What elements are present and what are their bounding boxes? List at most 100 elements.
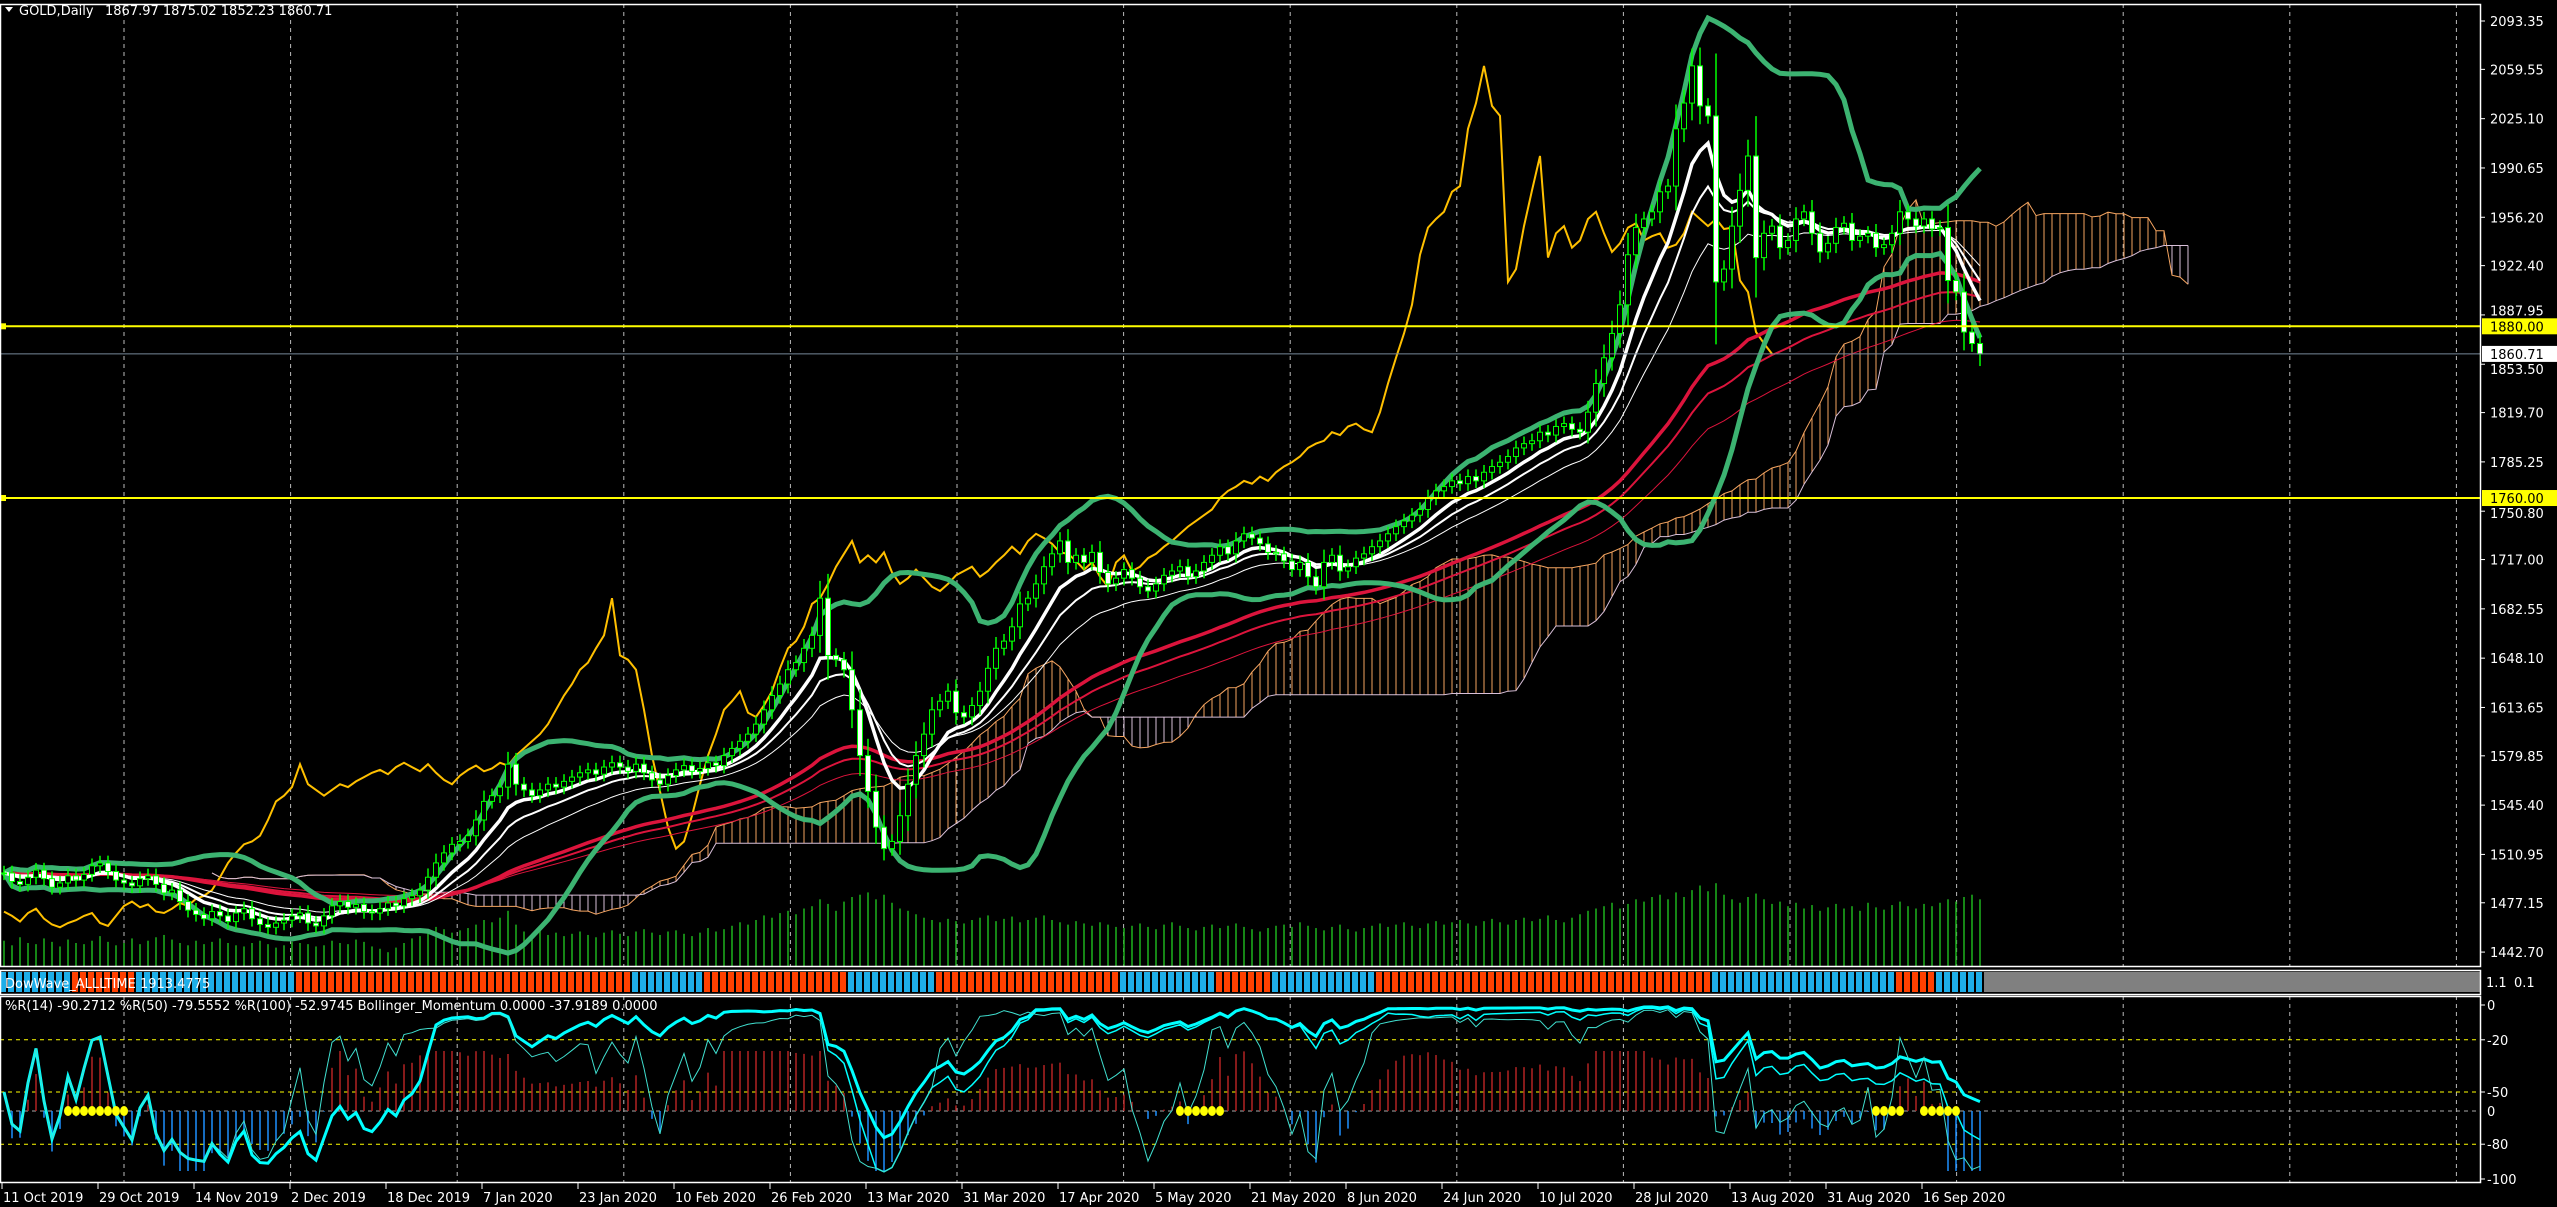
candle [97,855,103,873]
candle [449,837,455,861]
candle-body [1513,447,1519,458]
candle [537,782,543,803]
candle-body [721,755,727,767]
candle-body [1873,232,1879,249]
candle [1281,546,1287,569]
candle [1721,260,1727,291]
dowwave-bar [1816,972,1822,992]
dowwave-bar [1416,972,1422,992]
oscillator-panel[interactable] [0,1005,2480,1173]
dowwave-bar [8,972,14,992]
candle [873,774,879,844]
dowwave-bar [288,972,294,992]
candle-body [1977,343,1983,355]
candle [401,891,407,914]
candle-body [457,840,463,845]
level-price-label: 1760.00 [2490,492,2544,507]
panel-border [0,3,2482,968]
candle-body [1385,533,1391,542]
candle [1017,591,1023,640]
dowwave-bar [776,972,782,992]
candle [1081,548,1087,570]
candle [569,769,575,789]
candle-body [865,755,871,792]
date-axis[interactable]: 11 Oct 2019 29 Oct 2019 14 Nov 2019 2 Dec 2… [1,1183,2005,1206]
candle [593,762,599,782]
candle [233,905,239,929]
price-tick-label: 2093.35 [2490,15,2544,30]
price-panel[interactable] [0,14,2480,966]
candle [617,755,623,775]
dowwave-bar [664,972,670,992]
candle [337,894,343,914]
level-price-tag [2482,318,2557,335]
ohlc-readout: 1867.97 1875.02 1852.23 1860.71 [105,4,332,19]
dowwave-bar [192,972,198,992]
candle-body [441,852,447,864]
signal-marker [1216,1106,1224,1116]
dowwave-bar [1616,972,1622,992]
candle [1,865,7,881]
dowwave-bar [1368,972,1374,992]
dowwave-bar [1272,972,1278,992]
long-moving-average-line [3,319,1981,897]
candle-body [1561,423,1567,427]
candle-body [25,876,31,885]
date-tick-label: 18 Dec 2019 [387,1191,470,1206]
candle [585,762,591,780]
oscillator-label: %R(14) -90.2712 %R(50) -79.5552 %R(100) … [5,999,658,1014]
price-tick-label: 1682.55 [2490,603,2544,618]
candle-body [1361,553,1367,559]
candle-body [1905,211,1911,220]
dowwave-bar [1496,972,1502,992]
dowwave-bar [536,972,542,992]
candle-body [481,800,487,821]
horizontal-levels[interactable] [0,323,2480,502]
candle [1265,536,1271,560]
candle [1041,556,1047,595]
panel-border [0,969,2482,996]
price-tick-label: 1477.15 [2490,897,2544,912]
price-axis[interactable]: 2093.35 2059.55 2025.10 1990.65 1956.20 1922.… [2480,15,2557,1188]
candle [633,757,639,779]
dowwave-bar [1032,972,1038,992]
dowwave-bar [800,972,806,992]
candle [833,648,839,667]
candle [1497,455,1503,474]
candle-body [889,840,895,850]
candle-body [241,908,247,914]
dowwave-bar [592,972,598,992]
candle [1953,272,1959,301]
dowwave-bar [760,972,766,992]
candle [1561,416,1567,434]
candle-body [321,915,327,927]
candle-body [1057,540,1063,555]
dowwave-bar [1960,972,1966,992]
candle [25,870,31,892]
candle [1649,204,1655,227]
dowwave-bar [400,972,406,992]
candle [377,901,383,921]
candle [1697,47,1703,125]
candle [1665,178,1671,199]
dowwave-bar [520,972,526,992]
candle [1065,529,1071,575]
candle [1161,567,1167,592]
triangle-down-icon[interactable] [5,7,13,12]
candle-body [833,654,839,661]
dowwave-bar [1208,972,1214,992]
dowwave-bar [496,972,502,992]
candle-body [361,903,367,913]
dowwave-bar [32,972,38,992]
candle-body [121,879,127,884]
dowwave-bar [144,972,150,992]
dowwave-bar [1744,972,1750,992]
dowwave-bar [1216,972,1222,992]
candle [105,855,111,879]
dowwave-bar [712,972,718,992]
candle [1137,570,1143,595]
candle [1793,207,1799,253]
candle [1097,541,1103,584]
candle-body [353,903,359,908]
